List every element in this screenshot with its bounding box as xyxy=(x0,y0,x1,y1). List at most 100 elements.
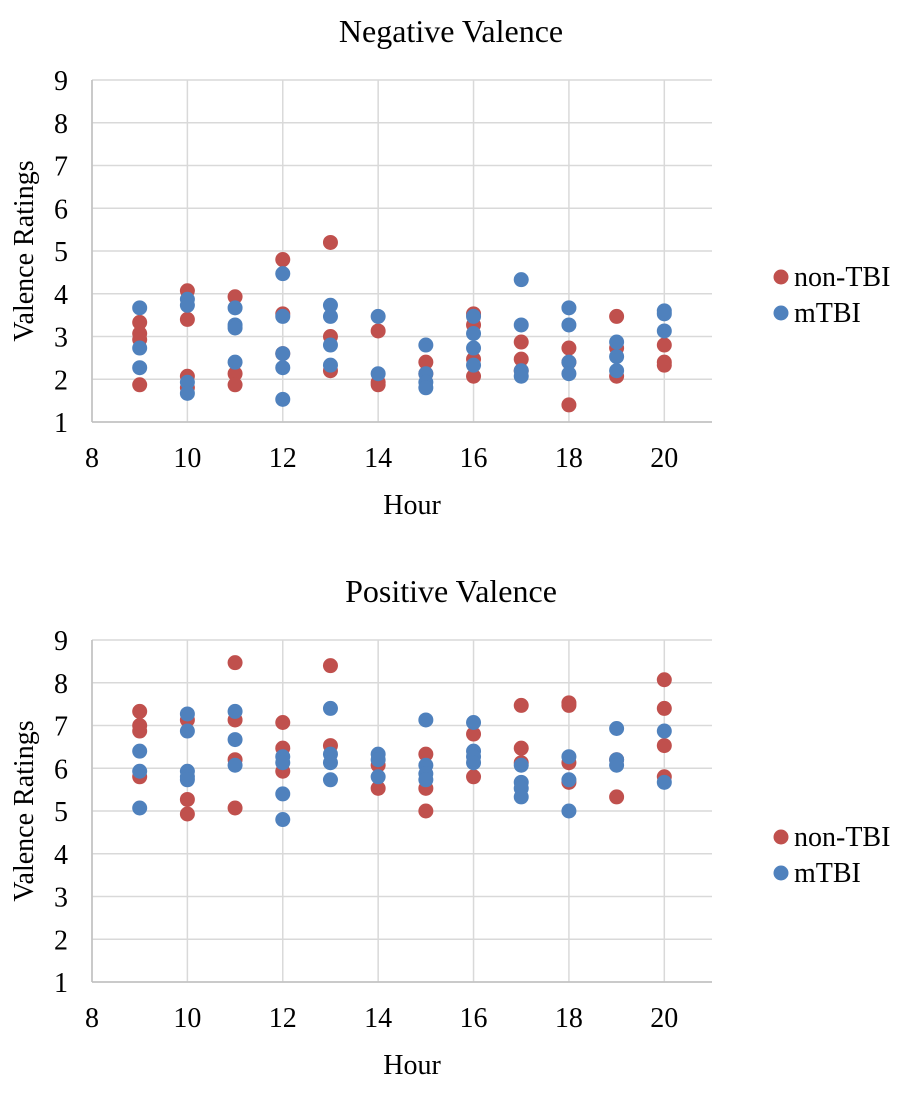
x-tick-label: 20 xyxy=(650,1003,678,1034)
data-point xyxy=(513,757,529,773)
data-point xyxy=(179,297,195,313)
data-point xyxy=(275,786,291,802)
x-tick-label: 12 xyxy=(269,1003,297,1034)
data-point xyxy=(466,769,482,785)
y-tick-label: 1 xyxy=(54,408,68,439)
y-tick-label: 4 xyxy=(54,840,68,871)
x-tick-label: 10 xyxy=(173,443,201,474)
data-point xyxy=(418,337,434,353)
data-point xyxy=(275,252,291,268)
data-point xyxy=(466,308,482,324)
data-point xyxy=(132,743,148,759)
data-point xyxy=(322,658,338,674)
data-point xyxy=(418,380,434,396)
data-point xyxy=(179,723,195,739)
x-axis-label: Hour xyxy=(383,490,441,521)
y-tick-label: 2 xyxy=(54,925,68,956)
data-point xyxy=(227,366,243,382)
data-point xyxy=(561,397,577,413)
data-point xyxy=(132,763,148,779)
data-point xyxy=(275,391,291,407)
data-point xyxy=(656,323,672,339)
data-point xyxy=(513,740,529,756)
data-point xyxy=(656,337,672,353)
x-tick-label: 20 xyxy=(650,443,678,474)
data-point xyxy=(322,337,338,353)
x-tick-label: 10 xyxy=(173,1003,201,1034)
legend-marker xyxy=(773,269,789,285)
x-tick-label: 18 xyxy=(555,443,583,474)
series-non-tbi xyxy=(132,655,672,822)
legend-label: non-TBI xyxy=(794,822,890,853)
data-point xyxy=(132,360,148,376)
y-axis-label: Valence Ratings xyxy=(9,160,40,341)
data-point xyxy=(609,757,625,773)
data-point xyxy=(132,377,148,393)
y-tick-label: 3 xyxy=(54,323,68,354)
data-point xyxy=(370,308,386,324)
data-point xyxy=(418,772,434,788)
data-point xyxy=(275,812,291,828)
data-point xyxy=(656,774,672,790)
data-point xyxy=(370,377,386,393)
data-point xyxy=(275,346,291,362)
data-point xyxy=(609,308,625,324)
data-point xyxy=(275,266,291,282)
x-tick-label: 8 xyxy=(85,1003,99,1034)
data-point xyxy=(370,769,386,785)
data-point xyxy=(656,672,672,688)
data-point xyxy=(322,755,338,771)
y-tick-label: 5 xyxy=(54,797,68,828)
data-point xyxy=(561,340,577,356)
y-tick-label: 4 xyxy=(54,280,68,311)
data-point xyxy=(179,374,195,390)
data-point xyxy=(561,300,577,316)
data-point xyxy=(132,800,148,816)
data-point xyxy=(609,334,625,350)
legend-label: mTBI xyxy=(794,298,861,329)
chart-title: Positive Valence xyxy=(345,573,557,609)
data-point xyxy=(656,738,672,754)
data-point xyxy=(275,715,291,731)
x-tick-label: 8 xyxy=(85,443,99,474)
data-point xyxy=(513,697,529,713)
y-tick-label: 7 xyxy=(54,712,68,743)
data-point xyxy=(370,323,386,339)
data-point xyxy=(466,326,482,342)
data-point xyxy=(227,757,243,773)
y-tick-label: 7 xyxy=(54,152,68,183)
data-point xyxy=(227,703,243,719)
data-point xyxy=(370,780,386,796)
data-point xyxy=(609,789,625,805)
data-point xyxy=(609,349,625,365)
negative-valence-chart: Negative Valence 1 2 3 4 5 6 7 8 9 8 10 12 14 16 18 20 Ho… xyxy=(0,0,911,540)
data-point xyxy=(513,351,529,367)
data-point xyxy=(370,366,386,382)
data-point xyxy=(513,789,529,805)
data-point xyxy=(561,772,577,788)
data-point xyxy=(561,697,577,713)
x-tick-label: 16 xyxy=(460,1003,488,1034)
data-point xyxy=(656,306,672,322)
y-tick-label: 8 xyxy=(54,669,68,700)
legend-label: mTBI xyxy=(794,858,861,889)
data-point xyxy=(370,752,386,768)
data-point xyxy=(227,655,243,671)
data-point xyxy=(466,368,482,384)
data-point xyxy=(227,354,243,370)
y-tick-label: 9 xyxy=(54,66,68,97)
data-point xyxy=(513,368,529,384)
data-point xyxy=(227,800,243,816)
data-point xyxy=(656,357,672,373)
data-point xyxy=(227,289,243,305)
chart-title: Negative Valence xyxy=(339,13,563,49)
data-point xyxy=(322,234,338,250)
data-point xyxy=(275,755,291,771)
x-axis-label: Hour xyxy=(383,1050,441,1081)
data-point xyxy=(466,340,482,356)
data-point xyxy=(656,723,672,739)
series-non-tbi xyxy=(132,234,672,413)
data-point xyxy=(418,803,434,819)
series-mtbi xyxy=(132,700,672,828)
